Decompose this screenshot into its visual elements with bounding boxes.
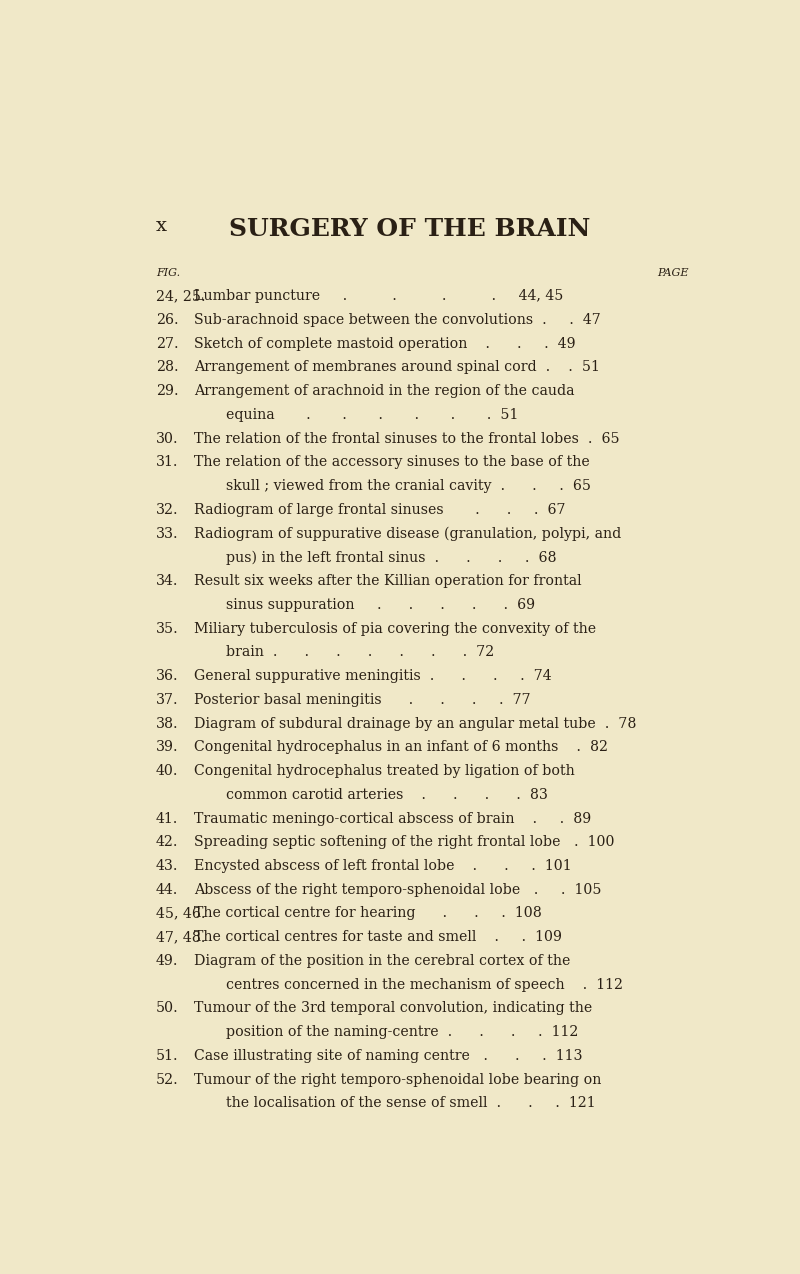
Text: Tumour of the right temporo-sphenoidal lobe bearing on: Tumour of the right temporo-sphenoidal l… [194,1073,602,1087]
Text: Traumatic meningo-cortical abscess of brain    .     .  89: Traumatic meningo-cortical abscess of br… [194,812,591,826]
Text: Diagram of subdural drainage by an angular metal tube  .  78: Diagram of subdural drainage by an angul… [194,716,637,730]
Text: 35.: 35. [156,622,178,636]
Text: 39.: 39. [156,740,178,754]
Text: 51.: 51. [156,1049,178,1063]
Text: 28.: 28. [156,361,178,375]
Text: 52.: 52. [156,1073,178,1087]
Text: Case illustrating site of naming centre   .      .     .  113: Case illustrating site of naming centre … [194,1049,582,1063]
Text: pus) in the left frontal sinus  .      .      .     .  68: pus) in the left frontal sinus . . . . 6… [226,550,557,564]
Text: position of the naming-centre  .      .      .     .  112: position of the naming-centre . . . . 11… [226,1026,579,1040]
Text: 41.: 41. [156,812,178,826]
Text: SURGERY OF THE BRAIN: SURGERY OF THE BRAIN [230,217,590,241]
Text: Result six weeks after the Killian operation for frontal: Result six weeks after the Killian opera… [194,575,582,589]
Text: Congenital hydrocephalus treated by ligation of both: Congenital hydrocephalus treated by liga… [194,764,575,778]
Text: 33.: 33. [156,526,178,540]
Text: Arrangement of membranes around spinal cord  .    .  51: Arrangement of membranes around spinal c… [194,361,600,375]
Text: The cortical centres for taste and smell    .     .  109: The cortical centres for taste and smell… [194,930,562,944]
Text: Lumbar puncture     .          .          .          .     44, 45: Lumbar puncture . . . . 44, 45 [194,289,564,303]
Text: Radiogram of large frontal sinuses       .      .     .  67: Radiogram of large frontal sinuses . . .… [194,503,566,517]
Text: 45, 46.: 45, 46. [156,907,206,921]
Text: Encysted abscess of left frontal lobe    .      .     .  101: Encysted abscess of left frontal lobe . … [194,859,572,873]
Text: 40.: 40. [156,764,178,778]
Text: sinus suppuration     .      .      .      .      .  69: sinus suppuration . . . . . 69 [226,598,536,612]
Text: 34.: 34. [156,575,178,589]
Text: Diagram of the position in the cerebral cortex of the: Diagram of the position in the cerebral … [194,954,570,968]
Text: equina       .       .       .       .       .       .  51: equina . . . . . . 51 [226,408,519,422]
Text: 29.: 29. [156,385,178,399]
Text: Abscess of the right temporo-sphenoidal lobe   .     .  105: Abscess of the right temporo-sphenoidal … [194,883,602,897]
Text: common carotid arteries    .      .      .      .  83: common carotid arteries . . . . 83 [226,787,548,801]
Text: General suppurative meningitis  .      .      .     .  74: General suppurative meningitis . . . . 7… [194,669,552,683]
Text: Sub-arachnoid space between the convolutions  .     .  47: Sub-arachnoid space between the convolut… [194,313,601,327]
Text: brain  .      .      .      .      .      .      .  72: brain . . . . . . . 72 [226,646,494,660]
Text: Congenital hydrocephalus in an infant of 6 months    .  82: Congenital hydrocephalus in an infant of… [194,740,608,754]
Text: 24, 25.: 24, 25. [156,289,206,303]
Text: 37.: 37. [156,693,178,707]
Text: the localisation of the sense of smell  .      .     .  121: the localisation of the sense of smell .… [226,1097,596,1111]
Text: 27.: 27. [156,336,178,350]
Text: 36.: 36. [156,669,178,683]
Text: The relation of the frontal sinuses to the frontal lobes  .  65: The relation of the frontal sinuses to t… [194,432,620,446]
Text: skull ; viewed from the cranial cavity  .      .     .  65: skull ; viewed from the cranial cavity .… [226,479,591,493]
Text: Sketch of complete mastoid operation    .      .     .  49: Sketch of complete mastoid operation . .… [194,336,576,350]
Text: The relation of the accessory sinuses to the base of the: The relation of the accessory sinuses to… [194,455,590,469]
Text: 31.: 31. [156,455,178,469]
Text: 30.: 30. [156,432,178,446]
Text: 47, 48.: 47, 48. [156,930,205,944]
Text: Miliary tuberculosis of pia covering the convexity of the: Miliary tuberculosis of pia covering the… [194,622,596,636]
Text: Tumour of the 3rd temporal convolution, indicating the: Tumour of the 3rd temporal convolution, … [194,1001,593,1015]
Text: Spreading septic softening of the right frontal lobe   .  100: Spreading septic softening of the right … [194,836,614,850]
Text: 26.: 26. [156,313,178,327]
Text: 42.: 42. [156,836,178,850]
Text: FIG.: FIG. [156,268,180,278]
Text: 43.: 43. [156,859,178,873]
Text: centres concerned in the mechanism of speech    .  112: centres concerned in the mechanism of sp… [226,977,623,991]
Text: 32.: 32. [156,503,178,517]
Text: 50.: 50. [156,1001,178,1015]
Text: The cortical centre for hearing      .      .     .  108: The cortical centre for hearing . . . 10… [194,907,542,921]
Text: Arrangement of arachnoid in the region of the cauda: Arrangement of arachnoid in the region o… [194,385,574,399]
Text: 49.: 49. [156,954,178,968]
Text: 38.: 38. [156,716,178,730]
Text: x: x [156,217,167,234]
Text: 44.: 44. [156,883,178,897]
Text: Posterior basal meningitis      .      .      .     .  77: Posterior basal meningitis . . . . 77 [194,693,531,707]
Text: PAGE: PAGE [658,268,689,278]
Text: Radiogram of suppurative disease (granulation, polypi, and: Radiogram of suppurative disease (granul… [194,526,622,541]
